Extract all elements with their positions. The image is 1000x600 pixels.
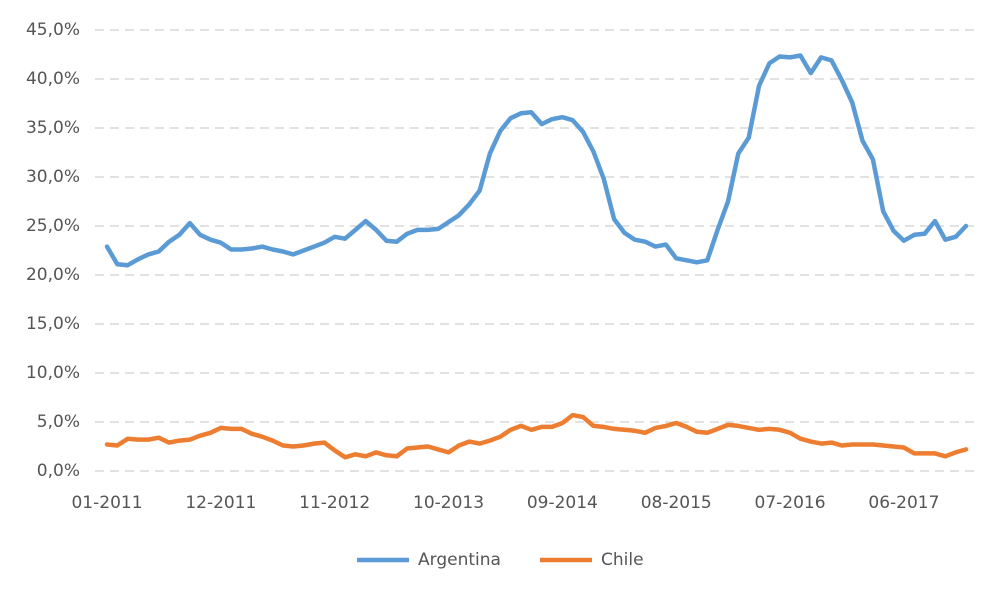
legend-label: Chile: [601, 550, 644, 570]
y-tick-label: 30,0%: [26, 167, 80, 187]
x-tick-label: 11-2012: [299, 493, 370, 513]
y-tick-label: 15,0%: [26, 314, 80, 334]
y-tick-label: 40,0%: [26, 69, 80, 89]
y-tick-label: 20,0%: [26, 265, 80, 285]
y-tick-label: 35,0%: [26, 118, 80, 138]
x-tick-label: 09-2014: [527, 493, 598, 513]
x-tick-label: 07-2016: [755, 493, 826, 513]
series-line: [104, 412, 969, 460]
x-tick-label: 08-2015: [641, 493, 712, 513]
y-tick-label: 10,0%: [26, 363, 80, 383]
y-tick-label: 0,0%: [37, 461, 80, 481]
x-tick-label: 01-2011: [71, 493, 142, 513]
x-tick-label: 06-2017: [868, 493, 939, 513]
x-tick-label: 10-2013: [413, 493, 484, 513]
legend-label: Argentina: [418, 550, 501, 570]
y-tick-label: 45,0%: [26, 20, 80, 40]
y-tick-label: 25,0%: [26, 216, 80, 236]
y-tick-label: 5,0%: [37, 412, 80, 432]
x-tick-label: 12-2011: [185, 493, 256, 513]
series-line: [104, 53, 969, 268]
